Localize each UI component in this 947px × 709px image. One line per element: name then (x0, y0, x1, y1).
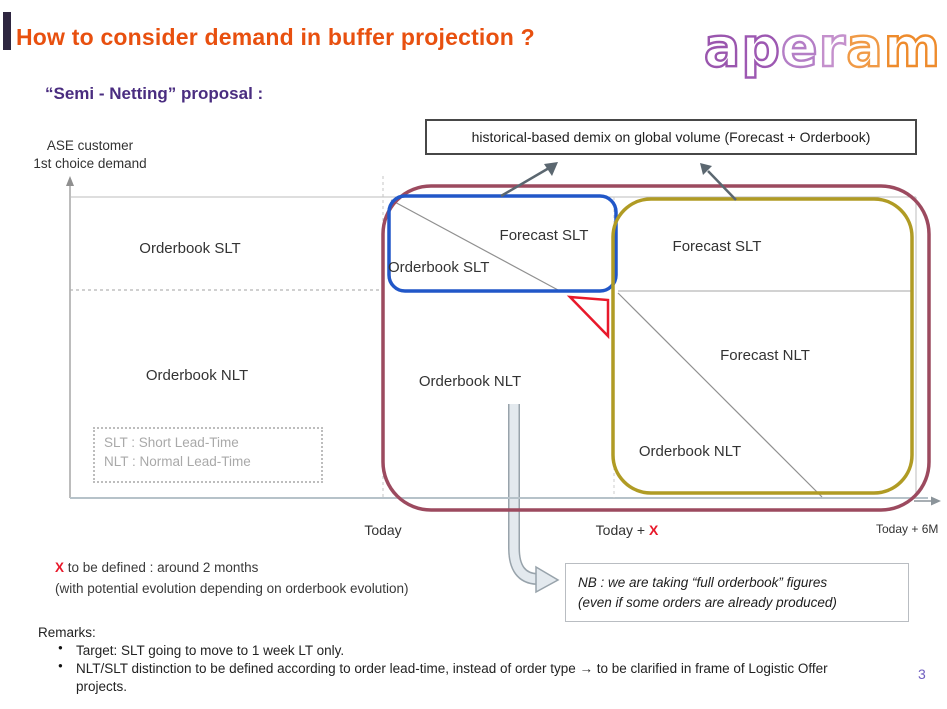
logo-letter: a (845, 15, 884, 80)
region-forecast-slt-blue: Forecast SLT (499, 227, 589, 244)
y-axis-label-line1: ASE customer (46, 138, 134, 153)
x-highlight: X (55, 560, 65, 575)
slide-subtitle: “Semi - Netting” proposal : (45, 84, 264, 103)
x-definition-line2: (with potential evolution depending on o… (55, 580, 409, 596)
logo-letter: p (740, 15, 781, 80)
tick-today-plus-6m: Today + 6M (876, 522, 939, 536)
demix-callout-box: historical-based demix on global volume … (425, 119, 917, 155)
logo-letter: a (703, 15, 742, 80)
blue-box-diagonal (390, 199, 559, 291)
lead-time-legend: SLT : Short Lead-Time NLT : Normal Lead-… (93, 427, 323, 483)
legend-slt-line: SLT : Short Lead-Time (104, 435, 239, 450)
remark-item: NLT/SLT distinction to be defined accord… (58, 660, 876, 696)
region-forecast-slt-yellow: Forecast SLT (672, 238, 762, 255)
aperam-logo: aperam (697, 15, 942, 80)
page-number: 3 (918, 666, 926, 682)
demix-callout-label: historical-based demix on global volume … (471, 129, 871, 145)
region-orderbook-nlt-yellow: Orderbook NLT (638, 443, 742, 460)
x-definition-text: to be defined : around 2 months (64, 560, 259, 575)
page-title: How to consider demand in buffer project… (16, 24, 535, 50)
yellow-outline-box (611, 197, 914, 495)
slide-corner-mark (3, 12, 11, 50)
demix-arrow-right-icon (700, 163, 737, 201)
y-axis-arrow-icon (66, 176, 74, 186)
tick-today-plus-x-prefix: Today + (595, 522, 649, 538)
region-orderbook-nlt-middle: Orderbook NLT (418, 373, 522, 390)
y-axis-label: ASE customer 1st choice demand (10, 137, 170, 173)
nb-note-line1: NB : we are taking “full orderbook” figu… (578, 575, 828, 590)
logo-letter: e (780, 15, 819, 80)
tick-today-plus-x: Today + X (577, 522, 677, 538)
maroon-outline-box (381, 184, 931, 512)
tick-today-plus-x-highlight: X (648, 522, 659, 538)
region-orderbook-nlt-left: Orderbook NLT (145, 367, 249, 384)
flow-arrow-down-icon (508, 404, 560, 594)
remark-item: Target: SLT going to move to 1 week LT o… (58, 642, 876, 660)
remarks-section: Remarks: Target: SLT going to move to 1 … (38, 625, 898, 697)
legend-nlt-line: NLT : Normal Lead-Time (104, 453, 251, 469)
tick-today: Today (364, 522, 402, 538)
x-definition-note: X to be defined : around 2 months (with … (55, 558, 525, 600)
nb-note-box: NB : we are taking “full orderbook” figu… (565, 563, 909, 623)
x-definition-line1: X to be defined : around 2 months (55, 558, 525, 579)
demix-arrow-left-icon (500, 162, 558, 198)
nb-note-line2: (even if some orders are already produce… (578, 594, 837, 610)
region-orderbook-slt-blue: Orderbook SLT (388, 259, 490, 276)
remarks-list: Target: SLT going to move to 1 week LT o… (38, 642, 898, 697)
logo-letter: m (883, 15, 942, 80)
logo-letter: r (817, 15, 847, 80)
y-axis-label-line2: 1st choice demand (33, 156, 147, 172)
yellow-box-diagonal (617, 292, 823, 498)
region-forecast-nlt-yellow: Forecast NLT (720, 347, 810, 364)
remarks-title: Remarks: (38, 625, 96, 640)
x-axis-arrow-icon (931, 496, 941, 506)
red-triangle-icon (566, 295, 610, 340)
region-orderbook-slt-left: Orderbook SLT (139, 240, 241, 257)
